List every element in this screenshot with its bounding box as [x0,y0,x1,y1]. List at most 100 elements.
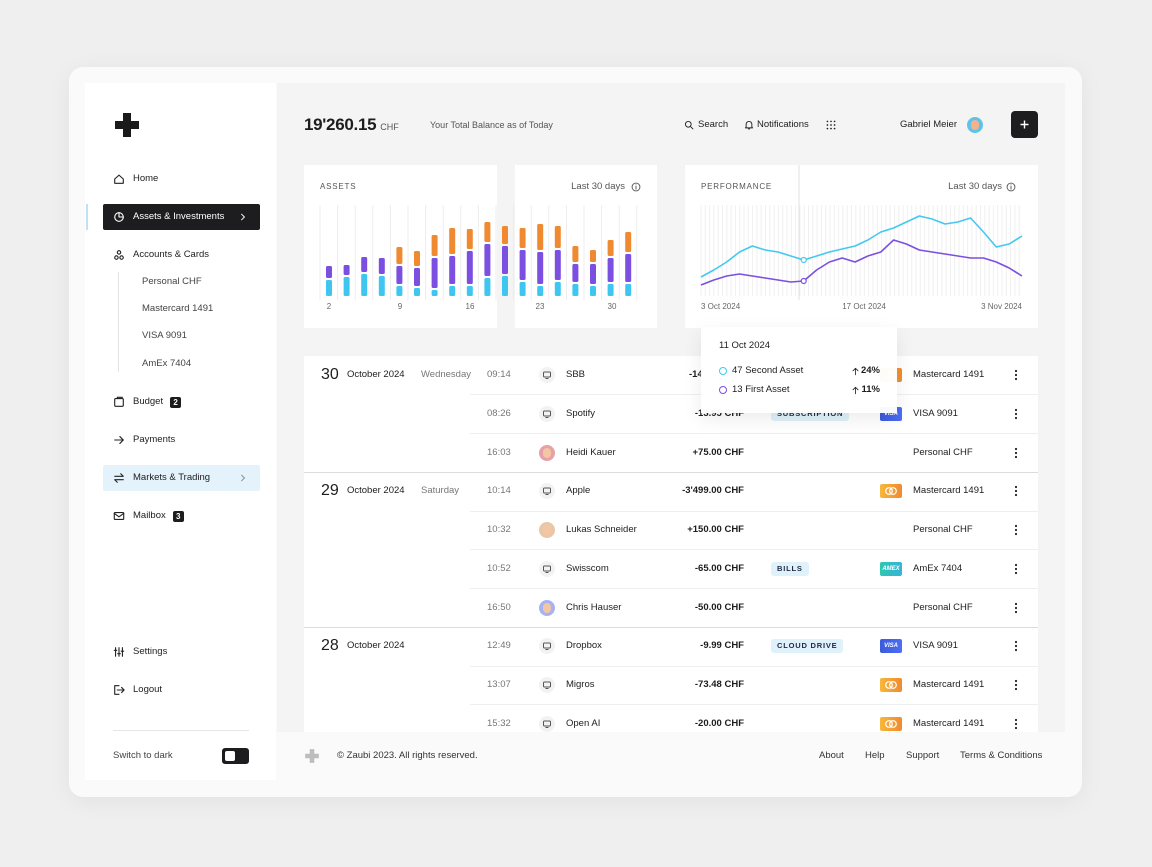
category-tag: CLOUD DRIVE [771,639,844,654]
avatar-face [543,525,551,535]
nav-item[interactable]: Settings [133,646,168,657]
row-divider [470,510,1038,512]
chevron-glyph [241,213,245,221]
toggle-knob [225,751,235,761]
merchant-icon [539,638,555,655]
account: Personal CHF [913,601,973,613]
nav-icon [113,396,125,408]
footer-logo-glyph [305,749,319,763]
nav-item[interactable]: Payments [133,434,176,445]
period-select[interactable]: Last 30 days [948,181,1002,192]
footer-link[interactable]: Support [906,750,940,761]
row-menu[interactable] [1012,523,1020,537]
row-menu[interactable] [1012,368,1020,382]
x-tick-label: 30 [607,302,617,311]
footer-link[interactable]: About [819,750,844,761]
avatar-face [971,120,979,130]
nav-icon-glyph [114,436,124,444]
user-avatar [967,117,983,133]
row-menu[interactable] [1012,717,1020,731]
nav-icon-glyph [113,512,125,520]
merchant-icon [539,367,555,383]
merchant-name: Lukas Schneider [566,524,637,535]
chart-title: ASSETS [320,182,357,191]
nav-item[interactable]: Budget [133,396,164,407]
account-link[interactable]: Mastercard 1491 [142,303,214,314]
merchant-glyph [543,371,551,379]
merchant-name: Spotify [566,407,596,419]
row-menu[interactable] [1012,484,1020,498]
row-menu[interactable] [1012,562,1020,576]
footer-link[interactable]: Help [865,750,885,761]
dots-glyph [1014,408,1018,419]
tooltip-label: 13 First Asset [732,384,790,395]
account: Mastercard 1491 [913,679,985,690]
sidebar [85,83,276,780]
up-arrow-glyph [852,386,858,394]
nav-item[interactable]: Markets & Trading [133,472,211,483]
merchant-glyph [543,565,551,573]
account: Mastercard 1491 [913,369,985,380]
dots-glyph [1014,602,1018,613]
search-icon [684,120,694,130]
merchant-name: Dropbox [566,640,602,652]
weekday: Wednesday [421,369,471,380]
amount: -73.48 CHF [694,679,744,690]
time: 08:26 [487,407,511,419]
account: VISA 9091 [913,640,958,652]
nav-item[interactable]: Logout [133,684,163,695]
nav-item[interactable]: Mailbox [133,510,166,521]
account-link[interactable]: AmEx 7404 [142,358,192,369]
nav-item[interactable]: Assets & Investments [133,211,225,222]
row-divider [470,665,1038,667]
dark-toggle[interactable] [222,748,249,764]
active-marker [86,204,88,230]
mastercard-glyph [885,719,897,728]
footer [277,732,1065,780]
account: VISA 9091 [913,407,958,419]
merchant-name: Migros [566,679,595,690]
chart-tooltip [701,327,897,413]
add-button[interactable] [1011,111,1038,138]
account: Mastercard 1491 [913,717,985,729]
transactions-table [304,356,1038,742]
row-menu[interactable] [1012,639,1020,653]
footer-link[interactable]: Terms & Conditions [960,750,1043,761]
badge: 2 [170,397,182,408]
time: 10:52 [487,562,511,574]
row-menu[interactable] [1012,446,1020,460]
row-menu[interactable] [1012,678,1020,692]
card-icon [880,484,902,499]
dots-glyph [1014,641,1018,652]
period-select[interactable]: Last 30 days [571,181,625,192]
merchant-icon [539,405,555,422]
merchant-glyph [543,642,551,651]
notifications-button[interactable]: Notifications [757,119,809,130]
time: 09:14 [487,369,511,380]
balance-label: Your Total Balance as of Today [430,120,553,130]
search-button[interactable]: Search [698,119,729,130]
day-number: 29 [321,482,339,500]
tooltip-change: 11% [861,384,881,395]
nav-item[interactable]: Accounts & Cards [133,249,210,260]
merchant-glyph [543,681,551,689]
row-menu[interactable] [1012,407,1020,421]
nav-icon [113,249,125,261]
account-link[interactable]: VISA 9091 [142,330,187,341]
badge: 3 [172,511,184,522]
time: 16:03 [487,446,511,458]
weekday: Saturday [421,485,460,497]
category-tag: BILLS [771,561,809,576]
user-name[interactable]: Gabriel Meier [899,119,957,130]
time: 16:50 [487,601,511,613]
day-number: 28 [321,637,339,655]
nav-item[interactable]: Home [133,173,159,184]
mastercard-glyph [885,487,897,496]
account-link[interactable]: Personal CHF [142,276,202,287]
active-nav [103,204,260,230]
row-divider [470,433,1038,435]
switch-label: Switch to dark [113,750,173,761]
row-menu[interactable] [1012,601,1020,615]
amount: -65.00 CHF [694,562,744,574]
